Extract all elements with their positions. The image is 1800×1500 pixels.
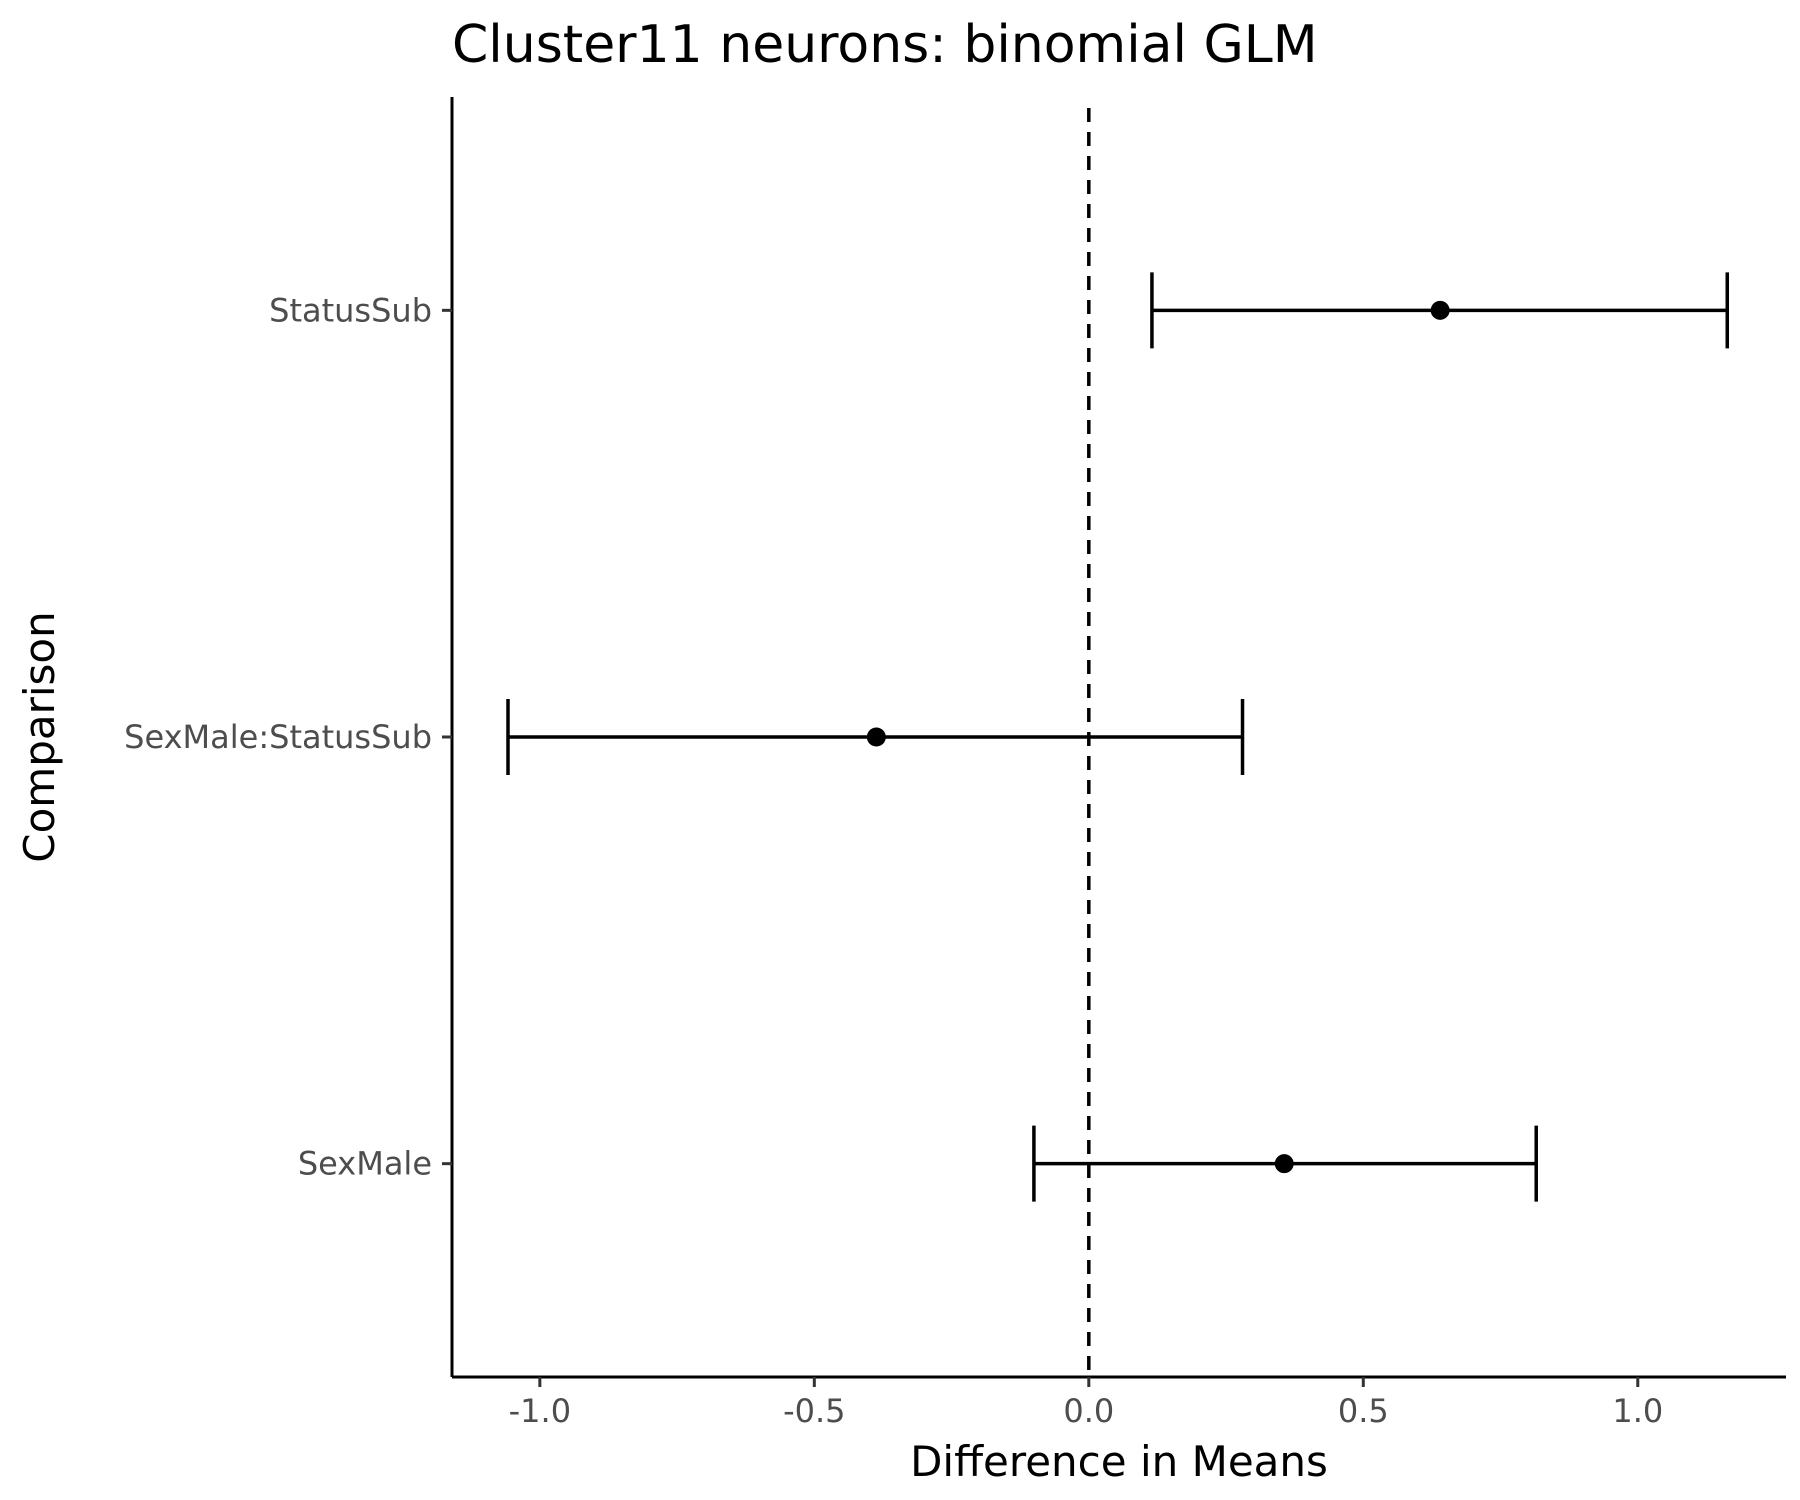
chart-title: Cluster11 neurons: binomial GLM <box>452 15 1318 75</box>
x-tick-label: 0.0 <box>1063 1392 1114 1430</box>
x-axis-title: Difference in Means <box>910 1437 1328 1486</box>
x-tick-label: -0.5 <box>783 1392 845 1430</box>
y-axis-title: Comparison <box>15 611 64 862</box>
x-ticks: -1.0 -0.5 0.0 0.5 1.0 <box>509 1377 1663 1430</box>
y-tick-label: SexMale <box>298 1145 432 1183</box>
x-tick-label: 0.5 <box>1338 1392 1389 1430</box>
estimate-point <box>1274 1154 1294 1174</box>
estimate-point <box>1430 300 1450 320</box>
y-tick-label: SexMale:StatusSub <box>124 718 432 756</box>
error-bar-sexmale <box>1032 1125 1538 1202</box>
error-bars <box>506 272 1730 1202</box>
x-tick-label: -1.0 <box>509 1392 571 1430</box>
x-tick-label: 1.0 <box>1612 1392 1663 1430</box>
y-tick-label: StatusSub <box>269 291 432 329</box>
error-bar-sexmale-statussub <box>506 699 1245 775</box>
estimate-point <box>866 727 886 747</box>
error-bar-statussub <box>1150 272 1730 349</box>
y-ticks: StatusSub SexMale:StatusSub SexMale <box>124 291 452 1183</box>
